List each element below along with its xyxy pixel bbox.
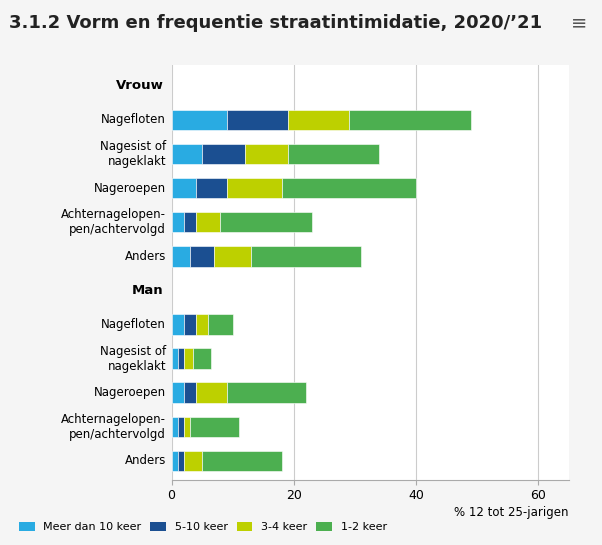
- Bar: [178, 416, 184, 437]
- Bar: [172, 178, 196, 198]
- Bar: [226, 383, 306, 403]
- Text: ≡: ≡: [571, 14, 587, 33]
- Bar: [172, 416, 178, 437]
- Bar: [196, 212, 220, 233]
- Bar: [208, 314, 233, 335]
- Bar: [282, 178, 416, 198]
- Bar: [226, 110, 288, 130]
- Bar: [184, 416, 190, 437]
- Bar: [178, 348, 184, 369]
- Bar: [193, 348, 211, 369]
- Bar: [196, 178, 226, 198]
- X-axis label: % 12 tot 25-jarigen: % 12 tot 25-jarigen: [455, 506, 569, 519]
- Bar: [288, 110, 349, 130]
- Bar: [172, 246, 190, 267]
- Bar: [245, 144, 288, 164]
- Bar: [220, 212, 312, 233]
- Bar: [184, 451, 202, 471]
- Bar: [172, 383, 184, 403]
- Legend: Meer dan 10 keer, 5-10 keer, 3-4 keer, 1-2 keer: Meer dan 10 keer, 5-10 keer, 3-4 keer, 1…: [14, 518, 391, 537]
- Bar: [251, 246, 361, 267]
- Bar: [190, 416, 239, 437]
- Text: 3.1.2 Vorm en frequentie straatintimidatie, 2020/’21: 3.1.2 Vorm en frequentie straatintimidat…: [9, 14, 542, 32]
- Bar: [190, 246, 214, 267]
- Bar: [288, 144, 379, 164]
- Bar: [202, 451, 282, 471]
- Bar: [202, 144, 245, 164]
- Text: Vrouw: Vrouw: [116, 80, 164, 92]
- Bar: [184, 314, 196, 335]
- Bar: [184, 212, 196, 233]
- Bar: [172, 110, 226, 130]
- Bar: [214, 246, 251, 267]
- Bar: [196, 314, 208, 335]
- Bar: [226, 178, 282, 198]
- Bar: [172, 348, 178, 369]
- Bar: [172, 144, 202, 164]
- Bar: [178, 451, 184, 471]
- Bar: [172, 451, 178, 471]
- Bar: [184, 348, 193, 369]
- Text: Man: Man: [132, 284, 164, 297]
- Bar: [196, 383, 226, 403]
- Bar: [172, 314, 184, 335]
- Bar: [184, 383, 196, 403]
- Bar: [172, 212, 184, 233]
- Bar: [349, 110, 471, 130]
